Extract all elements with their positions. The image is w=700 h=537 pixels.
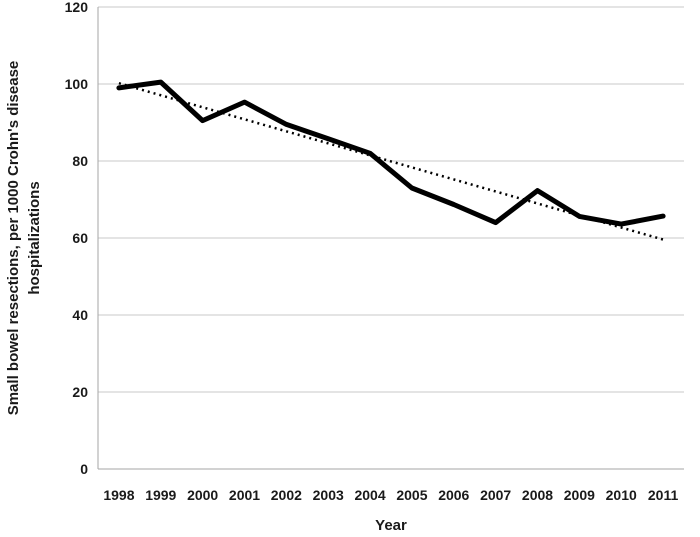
y-tick-label: 80 (72, 153, 88, 169)
y-tick-labels: 0 20 40 60 80 100 120 (65, 0, 89, 477)
x-tick-label: 2007 (480, 487, 511, 503)
y-axis-title-line-1: Small bowel resections, per 1000 Crohn's… (5, 61, 22, 416)
y-tick-label: 100 (65, 76, 89, 92)
y-tick-label: 120 (65, 0, 89, 15)
y-tick-label: 20 (72, 384, 88, 400)
y-tick-label: 0 (80, 461, 88, 477)
x-tick-label: 1999 (145, 487, 176, 503)
x-tick-label: 2001 (229, 487, 260, 503)
x-tick-label: 2002 (271, 487, 302, 503)
x-tick-label: 2000 (187, 487, 218, 503)
y-tick-label: 40 (72, 307, 88, 323)
x-tick-label: 2004 (354, 487, 385, 503)
x-tick-label: 2011 (648, 487, 679, 503)
x-tick-label: 2005 (396, 487, 427, 503)
x-axis-title: Year (375, 517, 407, 534)
y-axis-title-line-2: hospitalizations (26, 181, 43, 294)
gridlines (98, 6, 684, 393)
x-tick-label: 1998 (103, 487, 134, 503)
trendline (118, 82, 664, 241)
x-tick-label: 2008 (522, 487, 553, 503)
x-tick-label: 2003 (313, 487, 344, 503)
x-tick-label: 2009 (564, 487, 595, 503)
series-line (116, 79, 666, 227)
x-tick-label: 2006 (438, 487, 469, 503)
x-tick-labels: 1998 1999 2000 2001 2002 2003 2004 2005 2006 2007… (103, 487, 678, 503)
y-tick-label: 60 (72, 230, 88, 246)
x-tick-label: 2010 (606, 487, 637, 503)
